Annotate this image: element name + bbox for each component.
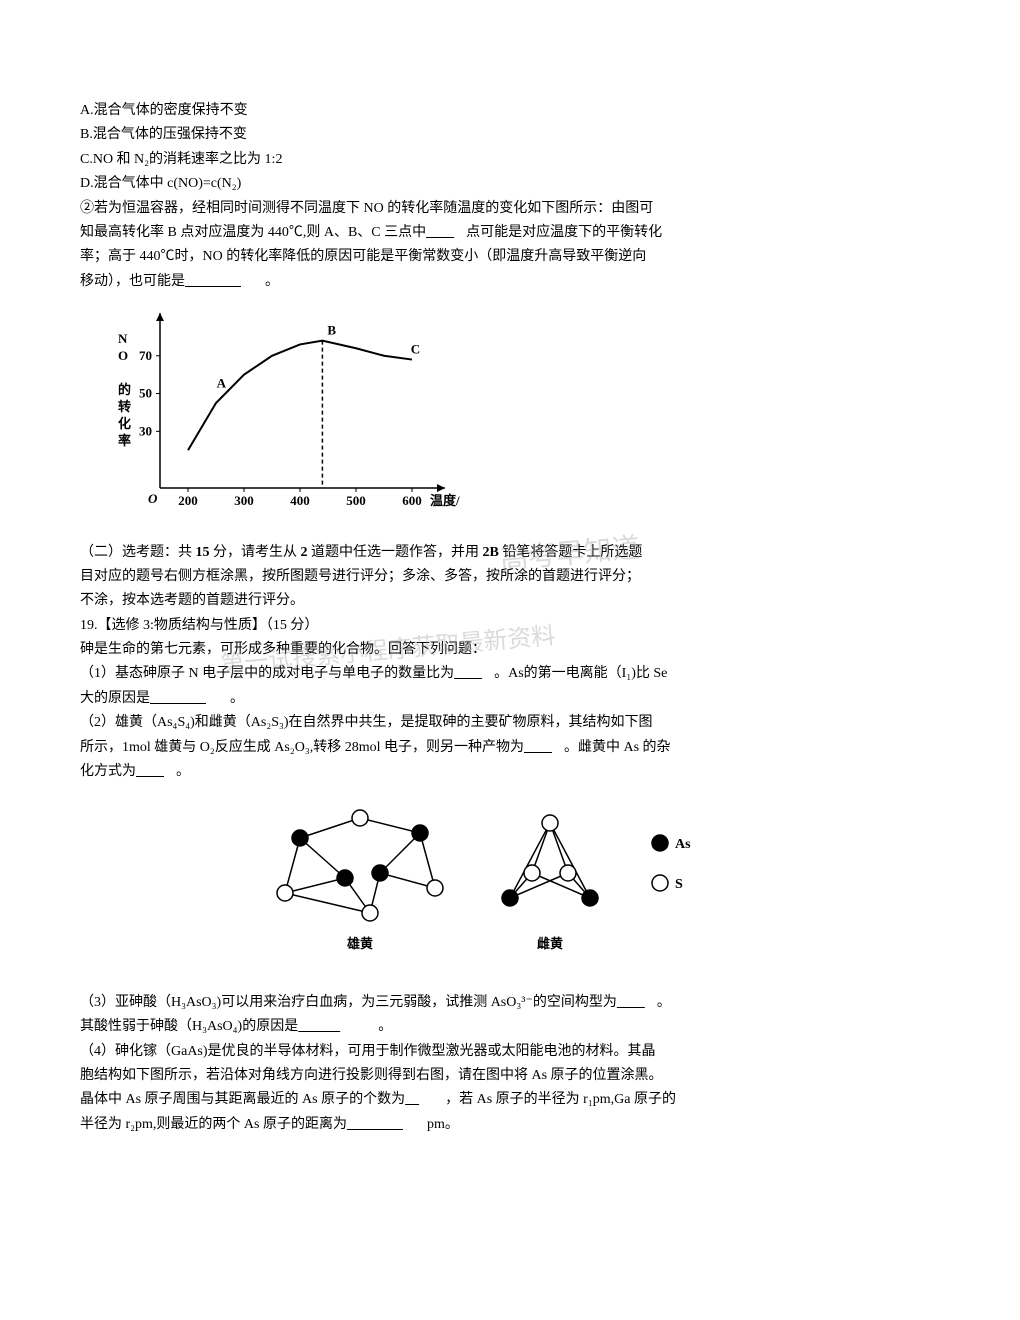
conversion-rate-chart: 200300400500600305070O温度/℃NO 的转化率ABC	[100, 308, 940, 526]
blank-7	[617, 992, 657, 1014]
svg-text:转: 转	[118, 399, 131, 414]
svg-text:70: 70	[139, 348, 152, 363]
svg-text:B: B	[327, 323, 336, 338]
s2h-a: （二）选考题：共	[80, 545, 196, 560]
q19-p3b: 。	[657, 995, 671, 1010]
q19-p1: （1）基态砷原子 N 电子层中的成对电子与单电子的数量比为 。As的第一电离能（…	[80, 663, 940, 685]
molecular-structures: 雄黄 雌黄 As S	[80, 798, 940, 976]
para2-line2a: 知最高转化率 B 点对应温度为 440℃,则 A、B、C 三点中	[80, 225, 426, 240]
svg-text:温度/℃: 温度/℃	[430, 493, 460, 508]
svg-text:O: O	[118, 348, 128, 363]
svg-text:N: N	[118, 331, 128, 346]
s2h-c: 道题中任选一题作答，并用	[308, 545, 483, 560]
q19-p2a: （2）雄黄（As₄S₄)和雌黄（As₂S₃)在自然界中共生，是提取砷的主要矿物原…	[80, 712, 940, 734]
svg-text:30: 30	[139, 423, 152, 438]
svg-text:50: 50	[139, 386, 152, 401]
svg-text:S: S	[675, 877, 683, 892]
svg-text:化: 化	[118, 416, 131, 431]
q19-p4d-b: pm。	[427, 1117, 459, 1132]
svg-text:率: 率	[118, 433, 131, 448]
blank-4	[150, 688, 230, 710]
para2-line4b: 。	[265, 274, 279, 289]
blank-10	[347, 1114, 427, 1136]
s2h-b1: 15	[196, 545, 210, 560]
q19-intro: 砷是生命的第七元素，可形成多种重要的化合物。回答下列问题：	[80, 639, 940, 661]
blank-5	[524, 737, 564, 759]
q19-p4c-a: 晶体中 As 原子周围与其距离最近的 As 原子的个数为	[80, 1092, 405, 1107]
q19-p4d: 半径为 r₂pm,则最近的两个 As 原子的距离为 pm。	[80, 1114, 940, 1136]
s2h-b3: 2B	[483, 545, 499, 560]
s2h-b2: 2	[301, 545, 308, 560]
svg-text:雄黄: 雄黄	[346, 936, 373, 951]
q19-p3a: （3）亚砷酸（H₃AsO₃)可以用来治疗白血病，为三元弱酸，试推测 AsO₃³⁻…	[80, 995, 617, 1010]
struct-svg: 雄黄 雌黄 As S	[250, 798, 770, 968]
blank-2	[185, 271, 265, 293]
q19-p1b: 。As的第一电离能（I₁)比 Se	[494, 666, 667, 681]
option-b: B.混合气体的压强保持不变	[80, 124, 940, 146]
svg-text:As: As	[675, 837, 691, 852]
option-a: A.混合气体的密度保持不变	[80, 100, 940, 122]
q19-p1c: 大的原因是 。	[80, 688, 940, 710]
q19-p1c-text: 大的原因是	[80, 691, 150, 706]
q19-p1a: （1）基态砷原子 N 电子层中的成对电子与单电子的数量比为	[80, 666, 454, 681]
q19-p3: （3）亚砷酸（H₃AsO₃)可以用来治疗白血病，为三元弱酸，试推测 AsO₃³⁻…	[80, 992, 940, 1014]
q19-p4c: 晶体中 As 原子周围与其距离最近的 As 原子的个数为 ，若 As 原子的半径…	[80, 1089, 940, 1111]
para2-line1: ②若为恒温容器，经相同时间测得不同温度下 NO 的转化率随温度的变化如下图所示：…	[80, 198, 940, 220]
q19-p4d-a: 半径为 r₂pm,则最近的两个 As 原子的距离为	[80, 1117, 347, 1132]
q19-p4c-b: ，若 As 原子的半径为 r₁pm,Ga 原子的	[445, 1092, 676, 1107]
s2h-b: 分，请考生从	[210, 545, 301, 560]
q19-p2d: 化方式为 。	[80, 761, 940, 783]
svg-text:雌黄: 雌黄	[537, 936, 563, 951]
q19-p3d: 。	[378, 1019, 392, 1034]
chart-svg: 200300400500600305070O温度/℃NO 的转化率ABC	[100, 308, 460, 518]
svg-text:300: 300	[234, 493, 254, 508]
q19-p2d-text: 化方式为	[80, 764, 136, 779]
blank-6	[136, 761, 176, 783]
svg-text:C: C	[411, 342, 420, 357]
para2-line2b: 点可能是对应温度下的平衡转化	[466, 225, 662, 240]
q19-p2b-text: 所示，1mol 雄黄与 O₂反应生成 As₂O₃,转移 28mol 电子，则另一…	[80, 740, 524, 755]
blank-8	[298, 1016, 378, 1038]
q19-p4b: 胞结构如下图所示，若沿体对角线方向进行投影则得到右图，请在图中将 As 原子的位…	[80, 1065, 940, 1087]
option-c: C.NO 和 N₂的消耗速率之比为 1:2	[80, 149, 940, 171]
q19-p3c: 其酸性弱于砷酸（H₃AsO₄)的原因是 。	[80, 1016, 940, 1038]
svg-text:400: 400	[290, 493, 310, 508]
blank-1	[426, 222, 466, 244]
q19-p4a: （4）砷化镓（GaAs)是优良的半导体材料，可用于制作微型激光器或太阳能电池的材…	[80, 1041, 940, 1063]
para2-line2: 知最高转化率 B 点对应温度为 440℃,则 A、B、C 三点中 点可能是对应温…	[80, 222, 940, 244]
blank-3	[454, 663, 494, 685]
para2-line4a: 移动），也可能是	[80, 274, 185, 289]
svg-text:500: 500	[346, 493, 366, 508]
q19-title: 19.【选修 3:物质结构与性质】（15 分）	[80, 615, 940, 637]
svg-text:A: A	[217, 376, 227, 391]
q19-p2b: 所示，1mol 雄黄与 O₂反应生成 As₂O₃,转移 28mol 电子，则另一…	[80, 737, 940, 759]
para2-line3: 率；高于 440℃时，NO 的转化率降低的原因可能是平衡常数变小（即温度升高导致…	[80, 246, 940, 268]
svg-text:O: O	[148, 491, 158, 506]
q19-p3c-text: 其酸性弱于砷酸（H₃AsO₄)的原因是	[80, 1019, 298, 1034]
q19-p2c: 。雌黄中 As 的杂	[564, 740, 671, 755]
section2-header: （二）选考题：共 15 分，请考生从 2 道题中任选一题作答，并用 2B 铅笔将…	[80, 542, 940, 564]
option-d: D.混合气体中 c(NO)=c(N₂)	[80, 173, 940, 195]
svg-text:600: 600	[402, 493, 422, 508]
para2-line4: 移动），也可能是 。	[80, 271, 940, 293]
svg-text:200: 200	[178, 493, 198, 508]
section2-line3: 不涂，按本选考题的首题进行评分。	[80, 590, 940, 612]
section2-line2: 目对应的题号右侧方框涂黑，按所图题号进行评分；多涂、多答，按所涂的首题进行评分；	[80, 566, 940, 588]
q19-p2e: 。	[176, 764, 190, 779]
svg-text:的: 的	[118, 382, 131, 397]
blank-9	[405, 1089, 445, 1111]
s2h-d: 铅笔将答题卡上所选题	[499, 545, 643, 560]
q19-p1d: 。	[230, 691, 244, 706]
